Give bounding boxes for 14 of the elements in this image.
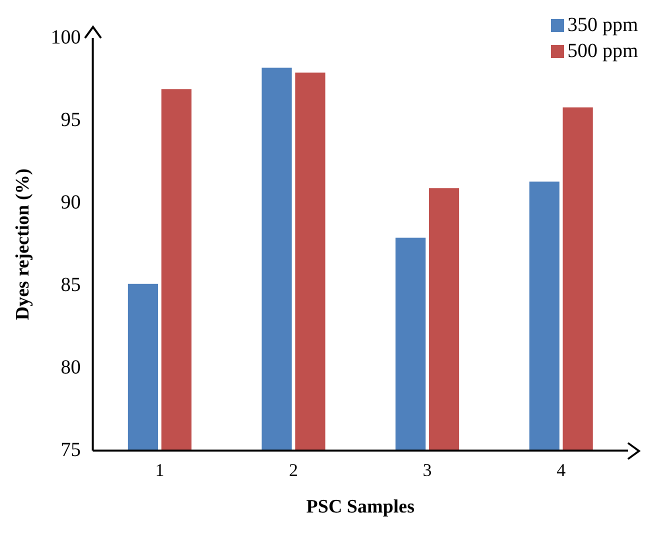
y-axis-title: Dyes rejection (%) (12, 168, 34, 320)
x-axis-title: PSC Samples (306, 496, 415, 518)
y-tick-label: 75 (60, 438, 81, 461)
y-tick-label: 100 (50, 26, 81, 48)
legend-label: 500 ppm (567, 39, 638, 64)
y-tick-label: 85 (60, 274, 81, 296)
x-tick-label: 3 (422, 460, 432, 480)
y-tick-label: 90 (60, 191, 81, 214)
x-tick-label: 4 (556, 460, 566, 480)
legend-label: 350 ppm (567, 13, 638, 38)
y-tick-label: 80 (60, 356, 81, 378)
x-tick-label: 2 (289, 460, 298, 480)
y-tick-label: 95 (60, 108, 81, 131)
x-tick-label: 1 (155, 460, 164, 480)
